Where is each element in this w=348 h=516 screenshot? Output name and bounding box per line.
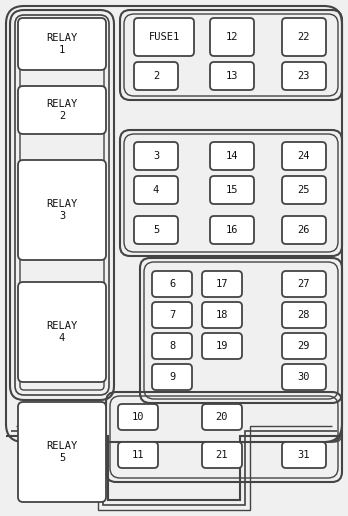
Text: 15: 15: [226, 185, 238, 195]
Text: RELAY
2: RELAY 2: [46, 99, 78, 121]
Text: 14: 14: [226, 151, 238, 161]
FancyBboxPatch shape: [210, 18, 254, 56]
Text: 2: 2: [153, 71, 159, 81]
FancyBboxPatch shape: [202, 404, 242, 430]
FancyBboxPatch shape: [16, 16, 342, 442]
FancyBboxPatch shape: [282, 271, 326, 297]
FancyBboxPatch shape: [282, 364, 326, 390]
FancyBboxPatch shape: [282, 442, 326, 468]
FancyBboxPatch shape: [152, 364, 192, 390]
Text: RELAY
1: RELAY 1: [46, 33, 78, 55]
Text: 7: 7: [169, 310, 175, 320]
FancyBboxPatch shape: [202, 302, 242, 328]
Text: 24: 24: [298, 151, 310, 161]
FancyBboxPatch shape: [210, 142, 254, 170]
FancyBboxPatch shape: [134, 142, 178, 170]
FancyBboxPatch shape: [282, 176, 326, 204]
FancyBboxPatch shape: [18, 160, 106, 260]
FancyBboxPatch shape: [210, 176, 254, 204]
Text: 17: 17: [216, 279, 228, 289]
Text: RELAY
4: RELAY 4: [46, 321, 78, 343]
Text: 13: 13: [226, 71, 238, 81]
FancyBboxPatch shape: [210, 62, 254, 90]
Text: 20: 20: [216, 412, 228, 422]
Text: 3: 3: [153, 151, 159, 161]
Text: 9: 9: [169, 372, 175, 382]
FancyBboxPatch shape: [11, 11, 342, 442]
FancyBboxPatch shape: [282, 18, 326, 56]
FancyBboxPatch shape: [202, 271, 242, 297]
FancyBboxPatch shape: [202, 442, 242, 468]
Text: 12: 12: [226, 32, 238, 42]
FancyBboxPatch shape: [134, 18, 194, 56]
Text: RELAY
3: RELAY 3: [46, 199, 78, 221]
Text: 29: 29: [298, 341, 310, 351]
Text: 18: 18: [216, 310, 228, 320]
Text: 6: 6: [169, 279, 175, 289]
FancyBboxPatch shape: [202, 333, 242, 359]
FancyBboxPatch shape: [134, 176, 178, 204]
FancyBboxPatch shape: [152, 333, 192, 359]
Text: 28: 28: [298, 310, 310, 320]
Text: 16: 16: [226, 225, 238, 235]
Text: 19: 19: [216, 341, 228, 351]
FancyBboxPatch shape: [118, 442, 158, 468]
FancyBboxPatch shape: [282, 216, 326, 244]
FancyBboxPatch shape: [18, 86, 106, 134]
Text: 11: 11: [132, 450, 144, 460]
Text: 25: 25: [298, 185, 310, 195]
FancyBboxPatch shape: [134, 62, 178, 90]
FancyBboxPatch shape: [118, 404, 158, 430]
Text: 8: 8: [169, 341, 175, 351]
Text: 30: 30: [298, 372, 310, 382]
FancyBboxPatch shape: [152, 271, 192, 297]
FancyBboxPatch shape: [18, 282, 106, 382]
Text: 10: 10: [132, 412, 144, 422]
FancyBboxPatch shape: [134, 216, 178, 244]
FancyBboxPatch shape: [18, 402, 106, 502]
Text: 23: 23: [298, 71, 310, 81]
Text: 22: 22: [298, 32, 310, 42]
Text: 4: 4: [153, 185, 159, 195]
Text: 21: 21: [216, 450, 228, 460]
FancyBboxPatch shape: [18, 18, 106, 70]
Text: 26: 26: [298, 225, 310, 235]
FancyBboxPatch shape: [152, 302, 192, 328]
FancyBboxPatch shape: [6, 6, 342, 442]
FancyBboxPatch shape: [282, 333, 326, 359]
Text: 31: 31: [298, 450, 310, 460]
Text: RELAY
5: RELAY 5: [46, 441, 78, 463]
FancyBboxPatch shape: [282, 302, 326, 328]
Text: FUSE1: FUSE1: [148, 32, 180, 42]
Text: 27: 27: [298, 279, 310, 289]
FancyBboxPatch shape: [210, 216, 254, 244]
Text: 5: 5: [153, 225, 159, 235]
FancyBboxPatch shape: [282, 62, 326, 90]
FancyBboxPatch shape: [282, 142, 326, 170]
